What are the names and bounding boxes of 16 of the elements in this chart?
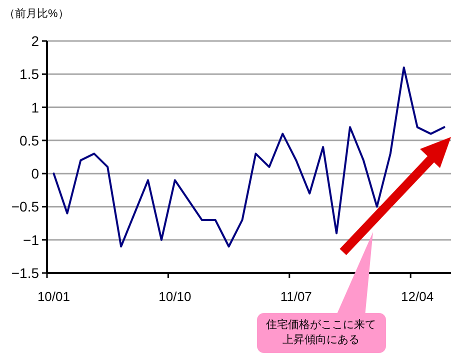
y-tick-label: −0.5 [11, 198, 40, 215]
y-tick-label: 1.5 [20, 66, 40, 82]
x-tick-label: 10/10 [158, 289, 192, 304]
x-tick-label: 10/01 [37, 289, 70, 304]
y-tick-label: 0 [31, 166, 40, 182]
y-tick-label: 2 [31, 33, 40, 49]
y-tick-label: 1 [31, 99, 40, 116]
y-tick-label: −1.5 [11, 265, 40, 281]
line-series [52, 66, 446, 248]
x-tick-label: 12/04 [401, 289, 434, 304]
text: 住宅価格がここに来て [266, 318, 376, 331]
text: 上昇傾向にある [282, 333, 360, 346]
x-tick-label: 11/07 [280, 289, 312, 304]
y-axis-title: （前月比%） [4, 7, 69, 20]
y-tick-label: 0.5 [20, 132, 40, 148]
y-tick-label: −1 [23, 232, 40, 248]
